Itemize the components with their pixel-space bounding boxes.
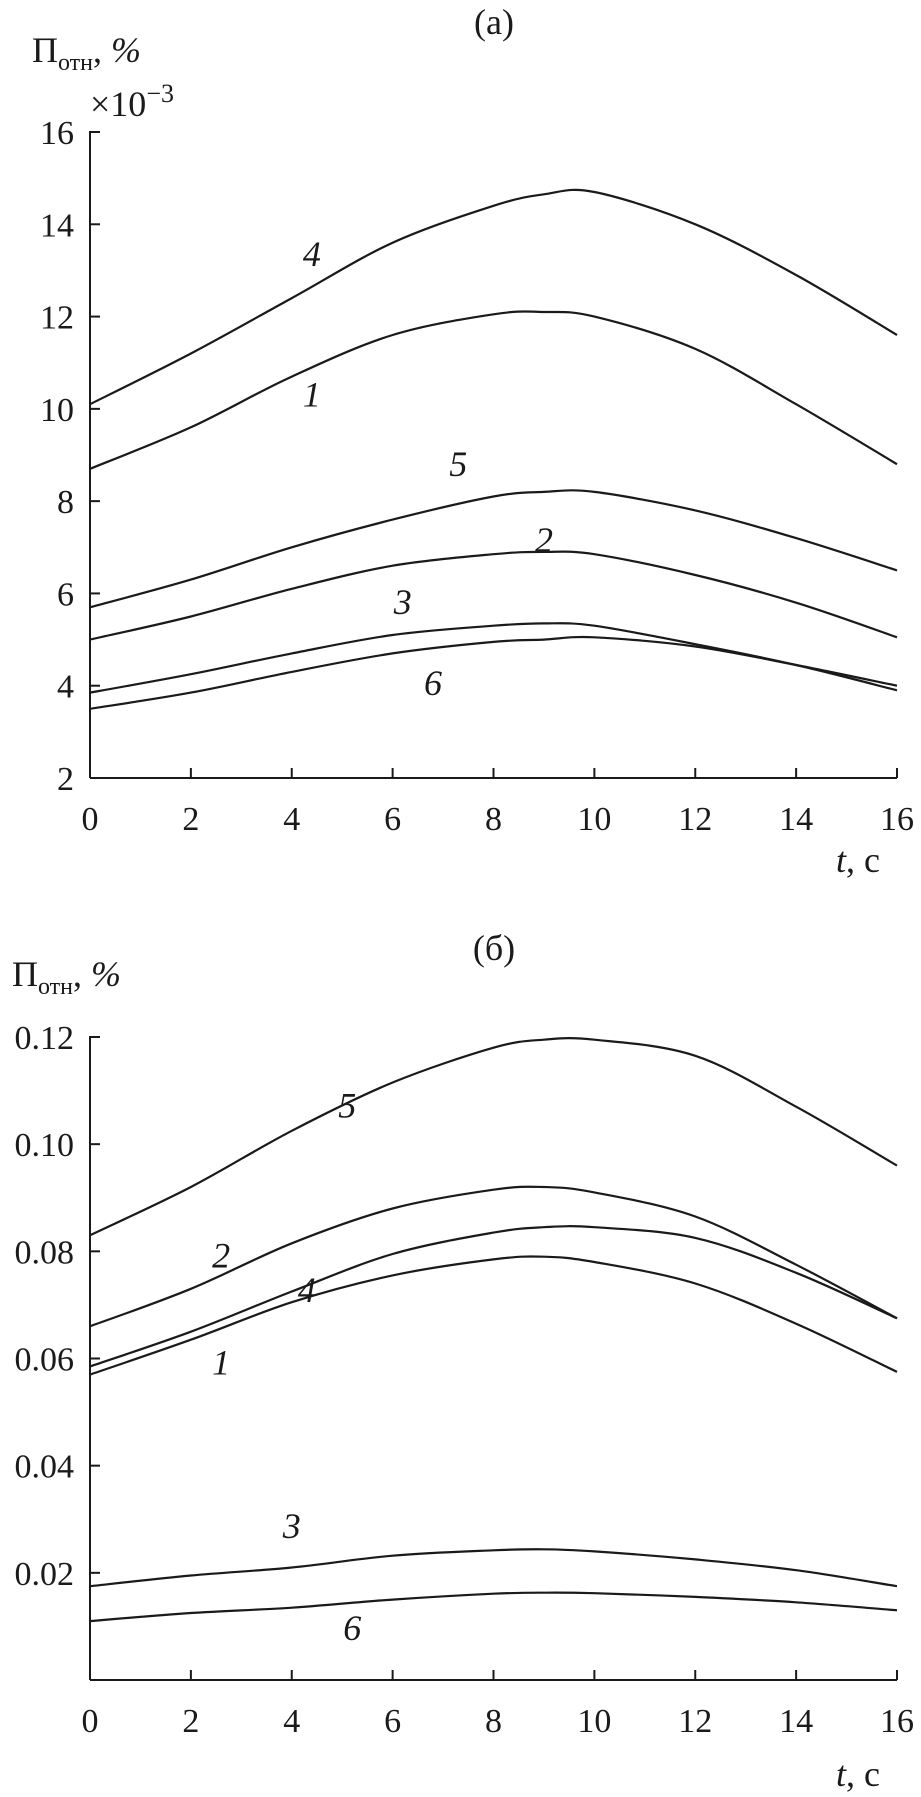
curve-label-b-5: 5 (338, 1085, 356, 1125)
y-tick-label-a: 4 (57, 669, 74, 706)
y-tick-label-a: 8 (57, 484, 74, 521)
x-tick-label-a: 12 (678, 801, 712, 838)
y-tick-label-a: 2 (57, 761, 74, 798)
y-tick-label-a: 14 (40, 207, 74, 244)
series-line-b-1 (89, 1255, 898, 1376)
curve-label-b-4: 4 (298, 1270, 316, 1310)
y-tick-label-a: 10 (40, 392, 74, 429)
x-tick-label-b: 10 (577, 1703, 611, 1740)
series-line-b-4 (89, 1225, 898, 1368)
x-tick-label-a: 10 (577, 801, 611, 838)
curve-label-a-2: 2 (535, 520, 553, 560)
curve-label-b-3: 3 (282, 1506, 301, 1546)
x-tick-label-b: 2 (182, 1703, 199, 1740)
y-tick-label-a: 6 (57, 576, 74, 613)
x-tick-label-a: 0 (82, 801, 99, 838)
x-tick-label-b: 8 (485, 1703, 502, 1740)
y-tick-label-a: 12 (40, 300, 74, 337)
y-tick-label-a: 16 (40, 115, 74, 152)
series-line-a-4 (89, 188, 898, 406)
x-tick-label-b: 4 (283, 1703, 300, 1740)
curve-label-a-1: 1 (303, 375, 321, 415)
series-line-b-3 (89, 1548, 898, 1588)
series-line-a-6 (89, 635, 898, 710)
x-tick-label-a: 16 (880, 801, 914, 838)
x-tick-label-a: 6 (384, 801, 401, 838)
series-line-a-2 (89, 550, 898, 641)
curve-label-a-4: 4 (303, 234, 321, 274)
chart-panel-a: (а)Потн, %×10−30 2 4 6 8 10 12 14 16246810121416… (32, 2, 914, 880)
y-tick-label-b: 0.08 (15, 1234, 75, 1271)
series-line-b-6 (89, 1591, 898, 1623)
y-axis-label-a: Потн, % (32, 30, 141, 76)
x-tick-label-b: 0 (82, 1703, 99, 1740)
y-tick-label-b: 0.12 (15, 1020, 75, 1057)
x-tick-label-a: 8 (485, 801, 502, 838)
chart-title-b: (б) (473, 928, 515, 968)
curve-label-b-2: 2 (212, 1235, 230, 1275)
y-tick-label-b: 0.04 (15, 1449, 75, 1486)
y-axis-label-b: Потн, % (12, 954, 121, 1000)
curve-label-a-5: 5 (449, 444, 467, 484)
series-line-a-5 (89, 489, 898, 609)
series-line-b-5 (89, 1037, 898, 1237)
y-axis-multiplier-a: ×10−3 (90, 79, 174, 124)
x-tick-label-b: 6 (384, 1703, 401, 1740)
x-tick-label-a: 4 (283, 801, 300, 838)
x-axis-label-a: t, с (836, 840, 880, 880)
x-tick-label-b: 14 (779, 1703, 813, 1740)
x-axis-label-b: t, с (836, 1754, 880, 1794)
curve-label-a-6: 6 (424, 663, 442, 703)
series-line-a-1 (89, 310, 898, 470)
chart-title-a: (а) (474, 2, 514, 42)
y-tick-label-b: 0.02 (15, 1556, 75, 1593)
series-line-b-2 (89, 1185, 898, 1328)
series-line-a-3 (89, 622, 898, 694)
x-tick-label-a: 14 (779, 801, 813, 838)
chart-panel-b: (б)Потн, %0 2 4 6 8 10 12 14 160.020.040.060.080… (12, 928, 914, 1794)
curve-label-a-3: 3 (393, 582, 412, 622)
y-tick-label-b: 0.10 (15, 1127, 75, 1164)
x-tick-label-b: 16 (880, 1703, 914, 1740)
x-tick-label-b: 12 (678, 1703, 712, 1740)
curve-label-b-6: 6 (343, 1608, 361, 1648)
x-tick-label-a: 2 (182, 801, 199, 838)
y-tick-label-b: 0.06 (15, 1342, 75, 1379)
curve-label-b-1: 1 (212, 1343, 230, 1383)
